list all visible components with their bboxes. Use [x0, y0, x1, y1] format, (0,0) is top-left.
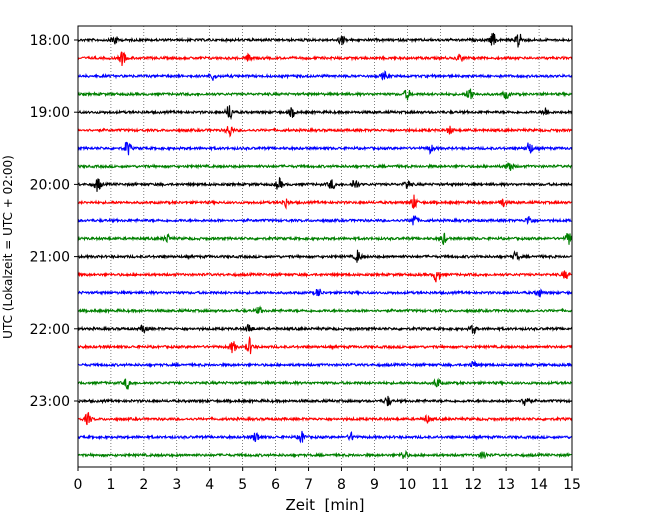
x-tick-label: 5 [238, 477, 247, 493]
x-tick-label: 13 [497, 477, 515, 493]
trace-21:30 [77, 288, 573, 298]
x-tick-label: 3 [172, 477, 181, 493]
y-tick-label: 21:00 [30, 250, 70, 266]
x-tick-label: 1 [106, 477, 115, 493]
trace-20:30 [77, 214, 573, 226]
x-tick-label: 9 [370, 477, 379, 493]
trace-19:30 [77, 141, 573, 156]
x-tick-label: 10 [398, 477, 416, 493]
trace-23:00 [77, 395, 573, 407]
y-axis-ticks: 18:00 19:00 20:00 21:00 22:00 23:00 [30, 33, 78, 410]
trace-22:15 [77, 335, 573, 355]
x-tick-label: 12 [464, 477, 482, 493]
y-axis-label: UTC (Lokalzeit = UTC + 02:00) [1, 155, 15, 339]
plot-frame [77, 25, 573, 468]
trace-23:45 [77, 449, 573, 460]
trace-19:45 [77, 162, 573, 171]
trace-22:45 [77, 377, 573, 390]
trace-21:45 [77, 305, 573, 315]
x-tick-label: 7 [304, 477, 313, 493]
x-tick-label: 11 [431, 477, 449, 493]
y-tick-label: 22:00 [30, 322, 70, 338]
x-tick-label: 4 [205, 477, 214, 493]
trace-20:15 [77, 194, 573, 210]
x-tick-label: 15 [563, 477, 581, 493]
x-tick-label: 8 [337, 477, 346, 493]
trace-19:15 [77, 125, 573, 138]
trace-21:15 [77, 270, 573, 283]
x-tick-label: 6 [271, 477, 280, 493]
trace-21:00 [77, 249, 573, 263]
trace-20:00 [77, 176, 573, 192]
y-tick-label: 23:00 [30, 394, 70, 410]
trace-20:45 [77, 232, 573, 246]
seismogram-traces [77, 32, 573, 460]
trace-23:30 [77, 430, 573, 444]
trace-18:30 [77, 70, 573, 81]
trace-22:00 [77, 323, 573, 335]
x-axis-label: Zeit [min] [285, 496, 364, 514]
x-tick-label: 2 [139, 477, 148, 493]
x-axis-ticks: 0 1 2 3 4 5 6 7 8 9 10 11 12 13 14 15 [74, 467, 581, 493]
y-tick-label: 19:00 [30, 105, 70, 121]
trace-23:15 [77, 411, 573, 426]
x-tick-label: 14 [530, 477, 548, 493]
y-tick-label: 20:00 [30, 177, 70, 193]
trace-22:30 [77, 359, 573, 369]
y-tick-label: 18:00 [30, 33, 70, 49]
x-tick-label: 0 [74, 477, 83, 493]
trace-18:15 [77, 51, 573, 66]
trace-19:00 [77, 105, 573, 121]
trace-18:00 [77, 32, 573, 48]
trace-18:45 [77, 88, 573, 101]
